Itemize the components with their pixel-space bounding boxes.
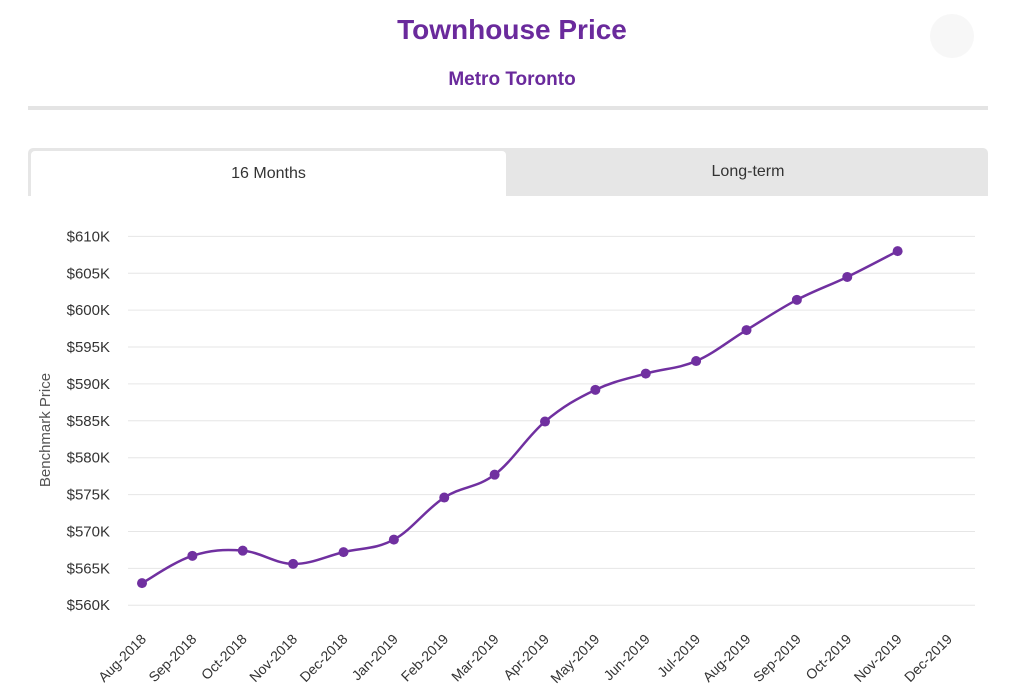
data-point[interactable] — [640, 368, 651, 379]
y-tick-label: $565K — [67, 560, 110, 577]
data-points — [137, 246, 903, 589]
y-axis-label: Benchmark Price — [37, 373, 54, 487]
y-tick-label: $605K — [67, 265, 110, 282]
x-tick-label: Oct-2019 — [802, 631, 854, 683]
y-tick-label: $575K — [67, 487, 110, 504]
x-tick-label: May-2019 — [547, 631, 602, 686]
y-tick-label: $585K — [67, 413, 110, 430]
tab-bar: 16 Months Long-term — [28, 148, 988, 196]
data-point[interactable] — [892, 246, 903, 257]
data-point[interactable] — [540, 416, 550, 427]
tab-16-months[interactable]: 16 Months — [31, 151, 506, 196]
x-tick-label: Sep-2019 — [750, 631, 804, 685]
header-divider — [28, 106, 988, 110]
logo-icon — [930, 14, 974, 58]
y-tick-label: $560K — [67, 597, 110, 614]
x-tick-label: Dec-2018 — [296, 631, 350, 685]
x-tick-label: Jan-2019 — [348, 631, 401, 684]
data-point[interactable] — [590, 384, 601, 395]
x-tick-label: Apr-2019 — [500, 631, 552, 683]
data-point[interactable] — [237, 545, 248, 556]
x-tick-label: Nov-2018 — [246, 631, 300, 685]
data-point[interactable] — [741, 325, 752, 336]
data-point[interactable] — [489, 469, 500, 480]
y-tick-label: $580K — [67, 450, 110, 467]
data-point[interactable] — [439, 492, 450, 503]
data-point[interactable] — [338, 547, 349, 558]
series-line — [141, 250, 899, 585]
data-point[interactable] — [137, 578, 147, 589]
data-point[interactable] — [288, 558, 299, 569]
x-tick-label: Feb-2019 — [398, 631, 452, 685]
y-tick-label: $595K — [67, 339, 110, 356]
page-title: Townhouse Price — [397, 14, 627, 45]
y-tick-label: $600K — [67, 302, 110, 319]
x-tick-label: Mar-2019 — [448, 631, 502, 685]
y-axis-tick-labels: $560K $565K $570K $575K $580K $585K $590K $595K… — [67, 228, 110, 614]
data-point[interactable] — [842, 271, 853, 282]
tab-long-term[interactable]: Long-term — [711, 163, 785, 180]
page-subtitle: Metro Toronto — [448, 69, 576, 90]
x-tick-label: Aug-2019 — [699, 631, 753, 685]
y-tick-label: $610K — [67, 228, 110, 245]
x-tick-label: Oct-2018 — [198, 631, 250, 683]
y-tick-label: $590K — [67, 376, 110, 393]
grid-layer — [128, 235, 975, 606]
x-tick-label: Jul-2019 — [654, 631, 703, 680]
x-tick-label: Aug-2018 — [95, 631, 149, 685]
x-axis-tick-labels: Aug-2018Sep-2018Oct-2018Nov-2018Dec-2018… — [95, 631, 955, 686]
x-tick-label: Jun-2019 — [600, 631, 653, 684]
data-point[interactable] — [691, 356, 702, 367]
x-tick-label: Dec-2019 — [901, 631, 955, 685]
data-point[interactable] — [388, 534, 399, 545]
y-tick-label: $570K — [67, 523, 110, 540]
data-point[interactable] — [187, 550, 198, 561]
x-tick-label: Sep-2018 — [145, 631, 199, 685]
x-tick-label: Nov-2019 — [851, 631, 905, 685]
data-point[interactable] — [791, 294, 802, 305]
